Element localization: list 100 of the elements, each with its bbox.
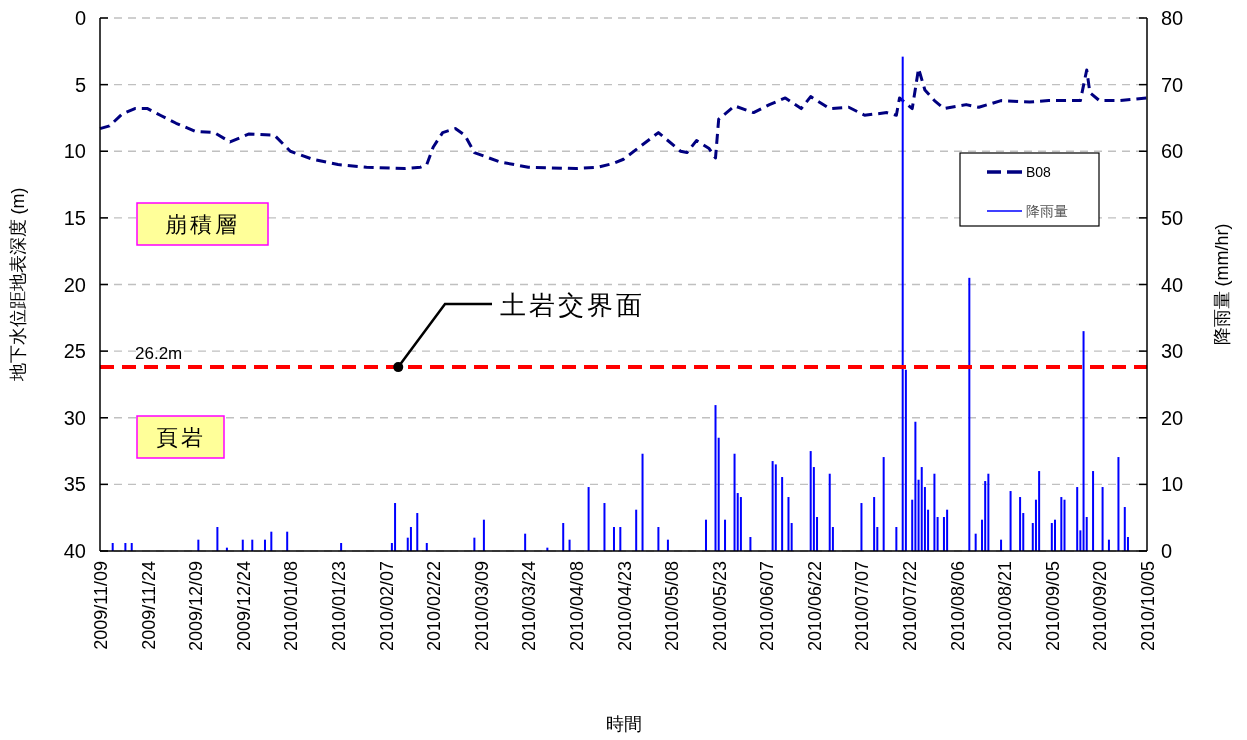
bar: [704, 519, 707, 551]
x-tick-label: 2010/09/20: [1090, 561, 1111, 652]
bar: [1076, 487, 1079, 551]
y2-axis-title: 降雨量 (mm/hr): [1212, 223, 1232, 346]
bar: [562, 523, 565, 551]
bar: [1082, 331, 1085, 551]
x-tick-label: 2010/04/08: [566, 561, 587, 652]
y-tick-label: 10: [63, 140, 86, 163]
bar: [1117, 457, 1120, 551]
x-tick-label: 2010/01/08: [281, 561, 302, 652]
bar: [635, 509, 638, 551]
y-tick-label: 20: [63, 273, 86, 296]
y2-tick-label: 20: [1161, 406, 1184, 429]
bar: [787, 497, 790, 551]
bar: [1053, 519, 1056, 551]
x-tick-label: 2010/03/24: [519, 561, 540, 652]
bar: [619, 527, 622, 551]
y-tick-label: 5: [74, 73, 86, 96]
x-tick-label: 2010/02/07: [376, 561, 397, 652]
y2-tick-label: 70: [1161, 73, 1184, 96]
ref-line-label: 26.2m: [135, 344, 183, 364]
bar: [901, 56, 904, 551]
bar: [946, 509, 949, 551]
bar: [774, 464, 777, 551]
y-tick-label: 40: [63, 540, 86, 562]
bar: [416, 513, 419, 551]
y2-tick-label: 0: [1161, 540, 1173, 562]
bar: [1050, 523, 1053, 551]
bar: [1101, 487, 1104, 551]
y2-tick-label: 60: [1161, 140, 1184, 163]
x-tick-label: 2010/05/23: [709, 561, 730, 652]
bar: [724, 519, 727, 551]
bar: [733, 453, 736, 551]
bar: [974, 533, 977, 551]
bar: [216, 527, 219, 551]
bar: [1123, 507, 1126, 551]
x-tick-label: 2010/06/22: [804, 561, 825, 652]
y2-tick-label: 40: [1161, 273, 1184, 296]
y-tick-label: 0: [74, 7, 86, 29]
annotation: 頁岩: [155, 425, 206, 450]
bar: [987, 473, 990, 551]
annotation: 土岩交界面: [500, 290, 645, 320]
x-tick-label: 2009/11/24: [138, 561, 159, 650]
bar: [1060, 497, 1063, 551]
y-tick-label: 15: [63, 206, 86, 229]
bar: [1063, 499, 1066, 551]
bar: [771, 461, 774, 551]
bar: [882, 457, 885, 551]
y2-tick-label: 10: [1161, 473, 1184, 496]
bar: [739, 497, 742, 551]
x-tick-label: 2010/02/22: [424, 561, 445, 652]
bar: [920, 467, 923, 551]
bar: [790, 523, 793, 551]
bar: [1009, 491, 1012, 551]
y2-tick-label: 50: [1161, 206, 1184, 229]
bar: [933, 473, 936, 551]
legend-label: 降雨量: [1026, 203, 1068, 219]
y-tick-label: 35: [63, 473, 86, 496]
bar: [936, 517, 939, 551]
bar: [482, 519, 485, 551]
bar: [1019, 497, 1022, 551]
bar: [270, 531, 273, 551]
y2-tick-label: 80: [1161, 7, 1184, 29]
legend-label: B08: [1026, 164, 1052, 180]
x-tick-label: 2010/05/08: [662, 561, 683, 652]
bar: [968, 277, 971, 551]
x-tick-label: 2010/10/05: [1138, 561, 1158, 652]
y2-tick-label: 30: [1161, 340, 1184, 363]
y-tick-label: 30: [63, 406, 86, 429]
y-axis-title: 地下水位距地表深度 (m): [8, 187, 28, 383]
x-tick-label: 2009/11/09: [91, 561, 111, 650]
bar: [1038, 471, 1041, 551]
x-tick-label: 2010/01/23: [328, 561, 349, 652]
bar: [860, 503, 863, 551]
bar: [873, 497, 876, 551]
x-tick-label: 2010/08/06: [947, 561, 968, 652]
annotation: 崩積層: [165, 212, 240, 237]
bar: [657, 527, 660, 551]
x-tick-label: 2010/07/07: [852, 561, 873, 652]
x-tick-label: 2010/03/09: [471, 561, 492, 652]
x-tick-label: 2010/08/21: [995, 561, 1016, 652]
bar: [286, 531, 289, 551]
bar: [641, 453, 644, 551]
bar: [781, 477, 784, 551]
x-tick-label: 2010/09/05: [1042, 561, 1063, 652]
bar: [394, 503, 397, 551]
bar: [749, 537, 752, 551]
x-tick-label: 2009/12/09: [186, 561, 207, 652]
bar: [1092, 471, 1095, 551]
bar: [914, 421, 917, 551]
bar: [409, 527, 412, 551]
bar: [809, 451, 812, 551]
bar: [524, 533, 527, 551]
x-tick-label: 2010/06/07: [757, 561, 778, 652]
x-tick-label: 2010/07/22: [900, 561, 921, 652]
x-tick-label: 2010/04/23: [614, 561, 635, 652]
x-axis-title: 時間: [605, 714, 642, 734]
bar: [587, 487, 590, 551]
bar: [895, 527, 898, 551]
bar: [612, 527, 615, 551]
